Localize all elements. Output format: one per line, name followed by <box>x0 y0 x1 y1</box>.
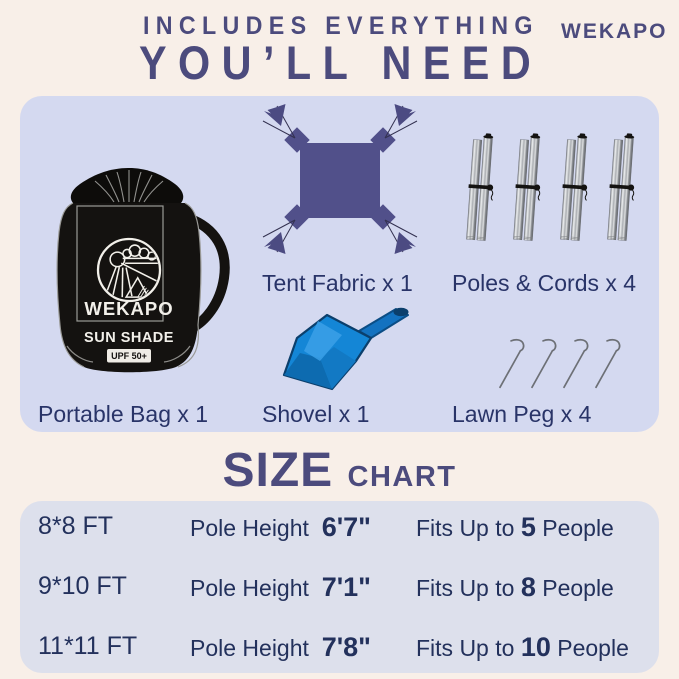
svg-text:UPF 50+: UPF 50+ <box>111 351 147 361</box>
svg-text:SUN SHADE: SUN SHADE <box>84 330 174 346</box>
svg-text:WEKAPO: WEKAPO <box>84 298 173 319</box>
